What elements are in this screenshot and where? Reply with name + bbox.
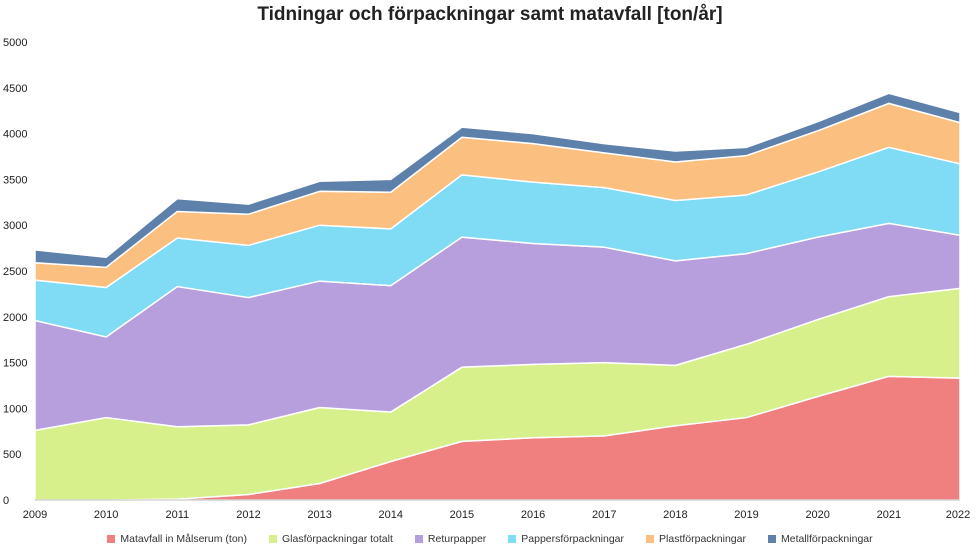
y-tick-label: 2000 — [3, 312, 27, 324]
x-tick-label: 2017 — [592, 509, 616, 521]
legend-label: Metallförpackningar — [780, 533, 873, 545]
legend-swatch — [107, 535, 116, 543]
legend-item: Pappersförpackningar — [508, 533, 624, 545]
y-tick-label: 3000 — [3, 220, 27, 232]
x-tick-label: 2016 — [521, 509, 545, 521]
legend: Matavfall in Målserum (ton) Glasförpackni… — [0, 533, 980, 545]
x-tick-label: 2010 — [94, 509, 118, 521]
y-tick-label: 500 — [3, 449, 21, 461]
legend-swatch — [767, 535, 776, 543]
y-axis-ticks: 0 500 1000 1500 2000 2500 3000 3500 4000 4500 5000 — [3, 37, 27, 507]
y-tick-label: 3500 — [3, 174, 27, 186]
legend-label: Glasförpackningar totalt — [282, 533, 393, 545]
chart-title: Tidningar och förpackningar samt matavfa… — [257, 4, 723, 25]
legend-swatch — [414, 535, 423, 543]
area-series-group — [34, 92, 961, 501]
legend-item: Metallförpackningar — [767, 533, 873, 545]
legend-swatch — [269, 535, 277, 543]
area-6 — [34, 92, 961, 269]
x-tick-label: 2021 — [877, 509, 901, 521]
x-tick-label: 2022 — [946, 509, 970, 521]
x-tick-label: 2011 — [165, 509, 189, 521]
legend-swatch — [646, 535, 655, 543]
y-tick-label: 5000 — [3, 37, 27, 49]
y-tick-label: 1000 — [3, 403, 27, 415]
y-tick-label: 1500 — [3, 358, 27, 370]
x-tick-label: 2013 — [307, 509, 331, 521]
legend-swatch — [508, 535, 517, 543]
y-tick-label: 4000 — [3, 129, 27, 141]
legend-item: Glasförpackningar totalt — [269, 533, 393, 545]
legend-label: Returpapper — [427, 533, 487, 545]
x-tick-label: 2012 — [236, 509, 260, 521]
y-tick-label: 4500 — [3, 83, 27, 95]
x-tick-label: 2009 — [23, 509, 47, 521]
y-tick-label: 2500 — [3, 266, 27, 278]
legend-item: Plastförpackningar — [646, 533, 746, 545]
legend-label: Matavfall in Målserum (ton) — [120, 533, 247, 545]
y-tick-label: 0 — [3, 495, 9, 507]
legend-item: Matavfall in Målserum (ton) — [107, 533, 247, 545]
x-tick-label: 2015 — [450, 509, 474, 521]
x-tick-label: 2018 — [663, 509, 687, 521]
legend-label: Pappersförpackningar — [521, 533, 625, 545]
legend-item: Returpapper — [414, 533, 487, 545]
legend-label: Plastförpackningar — [659, 533, 746, 545]
x-tick-label: 2014 — [379, 509, 403, 521]
x-tick-label: 2019 — [734, 509, 758, 521]
x-axis-ticks: 2009 2010 2011 2012 2013 2014 2015 2016 2017 2018… — [23, 509, 970, 521]
x-tick-label: 2020 — [805, 509, 829, 521]
